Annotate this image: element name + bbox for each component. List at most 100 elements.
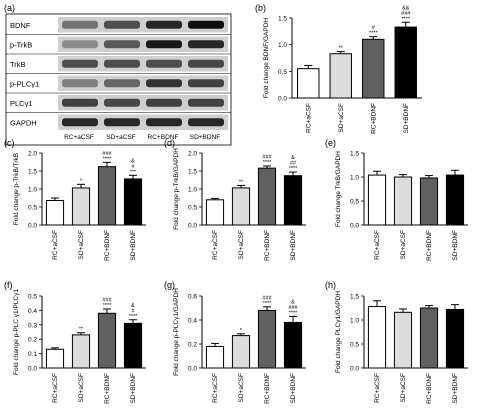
x-tick-label: SD+BDNF	[452, 373, 459, 404]
blot-band	[146, 20, 182, 29]
x-tick-label: RC+aCSF	[212, 230, 219, 260]
significance-mark: ##	[290, 161, 297, 167]
x-tick-label: SD+BDNF	[403, 103, 410, 134]
x-tick-label: RC+aCSF	[374, 230, 381, 260]
y-tick-label: 1.5	[188, 169, 197, 176]
bar	[257, 309, 277, 369]
x-tick-label: RC+BDNF	[370, 103, 377, 134]
bar	[205, 199, 225, 226]
blot-protein-label: p-PLCγ1	[10, 79, 39, 88]
x-tick-label: SD+aCSF	[400, 230, 407, 259]
y-tick-label: 1.5	[350, 151, 359, 158]
y-tick-label: 1.0	[28, 187, 37, 194]
bar	[283, 321, 303, 369]
significance-mark: #	[131, 164, 135, 170]
y-tick-label: 0.5	[350, 199, 359, 206]
x-tick-label: RC+aCSF	[212, 373, 219, 403]
x-tick-label: RC+BDNF	[264, 230, 271, 261]
panel-label: (g)	[164, 280, 175, 290]
bar	[445, 308, 465, 369]
x-tick-label: SD+aCSF	[238, 373, 245, 402]
x-tick-label: RC+aCSF	[305, 103, 312, 133]
western-blot-panel: (a) BDNF p-TrkB TrkB p-PLCγ1 PLCγ1 GAPDH RC+a…	[4, 3, 232, 146]
significance-mark: **	[239, 179, 244, 185]
bar	[71, 187, 91, 226]
x-tick-label: SD+aCSF	[78, 230, 85, 259]
bar	[367, 174, 387, 226]
blot-band	[104, 118, 140, 127]
significance-mark: &	[131, 303, 135, 309]
y-axis-title: Fold change TrkB/GAPDH	[335, 151, 342, 227]
y-tick-label: 0.5	[188, 205, 197, 212]
panel-label: (b)	[255, 3, 266, 13]
y-tick-label: 0.2	[188, 342, 197, 349]
blot-protein-label: p-TrkB	[10, 40, 32, 49]
panel-label-a: (a)	[4, 3, 15, 13]
y-tick-label: 1.0	[188, 187, 197, 194]
blot-band	[146, 59, 182, 68]
bar	[393, 311, 413, 369]
significance-mark: #	[372, 25, 376, 31]
bar	[97, 312, 117, 369]
blot-strip	[58, 36, 228, 52]
y-tick-label: 0.0	[350, 366, 359, 373]
significance-mark: ****	[129, 314, 138, 320]
chart-panel-e: (e) 0.0 0.5 1.0 1.5 Fold change TrkB/GAPDH RC+…	[325, 138, 468, 261]
significance-mark: ###	[102, 297, 112, 303]
bar	[419, 177, 439, 226]
bar	[45, 348, 65, 369]
y-tick-label: 0.4	[188, 318, 197, 325]
bar	[45, 200, 65, 226]
y-tick-label: 0.0	[350, 223, 359, 230]
x-tick-label: RC+aCSF	[52, 230, 59, 260]
significance-mark: **	[339, 46, 344, 52]
significance-mark: ****	[289, 310, 298, 316]
blot-strip	[58, 56, 228, 72]
blot-band	[62, 40, 98, 49]
x-tick-label: SD+BDNF	[130, 230, 137, 261]
significance-mark: &&	[402, 5, 410, 11]
y-tick-label: 2.0	[188, 151, 197, 158]
significance-mark: ****	[263, 301, 272, 307]
y-tick-label: 0.5	[278, 69, 287, 76]
chart-panel-g: (g) 0.0 0.2 0.4 0.6 Fold change p-PLCγ1/GAPDH…	[164, 280, 306, 404]
significance-mark: ****	[369, 31, 378, 37]
blot-lane-label: RC+BDNF	[148, 134, 179, 141]
blot-rows: BDNF p-TrkB TrkB p-PLCγ1 PLCγ1 GAPDH	[6, 17, 231, 130]
blot-band	[146, 79, 182, 88]
significance-mark: &	[291, 155, 295, 161]
y-tick-label: 0.0	[28, 366, 37, 373]
x-tick-label: RC+BDNF	[426, 230, 433, 261]
x-tick-label: RC+BDNF	[426, 373, 433, 404]
blot-protein-label: GAPDH	[10, 118, 37, 127]
x-tick-label: SD+BDNF	[290, 230, 297, 261]
y-tick-label: 2.0	[28, 151, 37, 158]
blot-lane-label: SD+aCSF	[106, 134, 135, 141]
x-tick-label: SD+BDNF	[130, 373, 137, 404]
significance-mark: &	[131, 158, 135, 164]
chart-panel-d: (d) 0.0 0.5 1.0 1.5 2.0 Fold change p-TrkB/GAP…	[164, 138, 306, 261]
y-tick-label: 0.0	[188, 223, 197, 230]
blot-strip	[58, 17, 228, 33]
significance-mark: ****	[103, 156, 112, 162]
bar	[445, 174, 465, 226]
blot-band	[188, 98, 224, 107]
blot-band	[146, 40, 182, 49]
bar	[329, 53, 352, 99]
significance-mark: *	[80, 178, 83, 184]
blot-lane-labels: RC+aCSF SD+aCSF RC+BDNF SD+BDNF	[64, 134, 220, 141]
bar-chart-panels: (b) 0.0 0.5 1.0 1.5 Fold change BDNF/GAPDH RC+…	[4, 3, 468, 404]
bar	[231, 187, 251, 226]
y-tick-label: 0.5	[28, 205, 37, 212]
significance-mark: ###	[262, 295, 272, 301]
blot-band	[188, 118, 224, 127]
y-tick-label: 0.0	[188, 366, 197, 373]
significance-mark: ###	[401, 11, 411, 17]
panel-label: (d)	[164, 138, 175, 148]
x-tick-label: SD+BDNF	[290, 373, 297, 404]
blot-protein-label: TrkB	[10, 60, 26, 69]
blot-strip	[58, 95, 228, 111]
bar	[231, 335, 251, 369]
x-tick-label: RC+BDNF	[264, 373, 271, 404]
